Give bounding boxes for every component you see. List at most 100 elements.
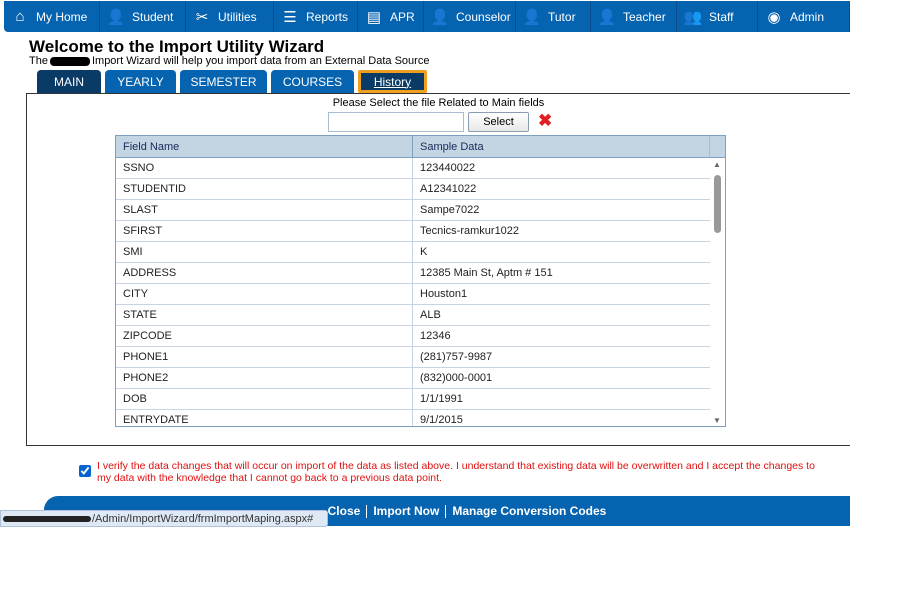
teacher-icon: 👤 bbox=[597, 8, 617, 26]
field-name-cell: SLAST bbox=[116, 200, 413, 220]
page-subtitle: The Import Wizard will help you import da… bbox=[29, 55, 429, 67]
sample-data-cell: 12385 Main St, Aptm # 151 bbox=[420, 267, 553, 279]
counselor-icon: 👤 bbox=[430, 8, 450, 26]
nav-utilities[interactable]: ✂ Utilities bbox=[186, 1, 274, 32]
verify-text: I verify the data changes that will occu… bbox=[97, 460, 815, 484]
home-icon: ⌂ bbox=[15, 8, 25, 25]
nav-label: Staff bbox=[709, 9, 734, 24]
nav-admin[interactable]: ◉ Admin bbox=[758, 1, 850, 32]
nav-label: APR bbox=[390, 9, 415, 24]
table-row[interactable]: SSNO 123440022 bbox=[116, 158, 725, 179]
sample-data-cell: Houston1 bbox=[420, 288, 468, 300]
tools-icon: ✂ bbox=[195, 8, 209, 26]
table-row[interactable]: STATE ALB bbox=[116, 305, 725, 326]
field-name-cell: SMI bbox=[116, 242, 413, 262]
field-name-cell: ENTRYDATE bbox=[116, 410, 413, 426]
subtitle-prefix: The bbox=[29, 55, 48, 67]
nav-label: Reports bbox=[306, 9, 349, 24]
sample-data-cell: Tecnics-ramkur1022 bbox=[420, 225, 520, 237]
tab-semester[interactable]: SEMESTER bbox=[180, 70, 267, 93]
table-row[interactable]: ZIPCODE 12346 bbox=[116, 326, 725, 347]
status-bar-url: /Admin/ImportWizard/frmImportMaping.aspx… bbox=[0, 510, 328, 527]
sample-data-cell: ALB bbox=[420, 309, 441, 321]
nav-label: Tutor bbox=[548, 9, 576, 24]
list-icon: ☰ bbox=[283, 8, 297, 26]
top-nav: ⌂ My Home 👤 Student ✂ Utilities ☰ Reports ▤ APR 👤 C… bbox=[4, 1, 850, 32]
scroll-thumb[interactable] bbox=[714, 175, 721, 233]
nav-label: Counselor bbox=[456, 9, 511, 24]
grid-header: Field Name Sample Data bbox=[116, 136, 725, 158]
tab-yearly[interactable]: YEARLY bbox=[105, 70, 176, 93]
field-name-cell: SSNO bbox=[116, 158, 413, 178]
sample-data-cell: A12341022 bbox=[420, 183, 477, 195]
document-icon: ▤ bbox=[366, 8, 382, 26]
admin-icon: ◉ bbox=[767, 8, 781, 26]
table-row[interactable]: PHONE2 (832)000-0001 bbox=[116, 368, 725, 389]
nav-staff[interactable]: 👥 Staff bbox=[677, 1, 758, 32]
subtitle-text: Import Wizard will help you import data … bbox=[91, 55, 430, 67]
select-button[interactable]: Select bbox=[468, 112, 529, 132]
tutor-icon: 👤 bbox=[522, 8, 542, 26]
field-name-cell: CITY bbox=[116, 284, 413, 304]
sample-data-cell: 123440022 bbox=[420, 162, 476, 174]
table-row[interactable]: ENTRYDATE 9/1/2015 bbox=[116, 410, 725, 426]
field-name-cell: ZIPCODE bbox=[116, 326, 413, 346]
field-name-cell: PHONE1 bbox=[116, 347, 413, 367]
file-input[interactable] bbox=[328, 112, 464, 132]
field-name-cell: ADDRESS bbox=[116, 263, 413, 283]
sample-data-cell: (281)757-9987 bbox=[420, 351, 493, 363]
nav-apr[interactable]: ▤ APR bbox=[358, 1, 424, 32]
tab-courses[interactable]: COURSES bbox=[271, 70, 354, 93]
scroll-down-icon[interactable]: ▼ bbox=[713, 416, 721, 425]
table-row[interactable]: DOB 1/1/1991 bbox=[116, 389, 725, 410]
table-row[interactable]: SFIRST Tecnics-ramkur1022 bbox=[116, 221, 725, 242]
sample-data-cell: K bbox=[420, 246, 428, 258]
student-icon: 👤 bbox=[106, 8, 126, 26]
nav-label: Student bbox=[132, 9, 174, 24]
sample-data-cell: Sampe7022 bbox=[420, 204, 480, 216]
close-link[interactable]: Close bbox=[322, 504, 368, 518]
nav-my-home[interactable]: ⌂ My Home bbox=[4, 1, 100, 32]
nav-label: Utilities bbox=[218, 9, 257, 24]
status-url-text: /Admin/ImportWizard/frmImportMaping.aspx… bbox=[92, 512, 314, 525]
column-header-field-name[interactable]: Field Name bbox=[116, 136, 413, 157]
tab-bar: MAIN YEARLY SEMESTER COURSES History bbox=[37, 70, 427, 93]
column-header-sample-data[interactable]: Sample Data bbox=[413, 136, 710, 157]
clear-x-icon[interactable]: ✖ bbox=[538, 111, 553, 130]
nav-counselor[interactable]: 👤 Counselor bbox=[424, 1, 516, 32]
sample-data-cell: 12346 bbox=[420, 330, 451, 342]
file-prompt: Please Select the file Related to Main f… bbox=[332, 97, 545, 109]
scroll-up-icon[interactable]: ▲ bbox=[713, 160, 721, 169]
table-row[interactable]: SLAST Sampe7022 bbox=[116, 200, 725, 221]
nav-label: My Home bbox=[36, 9, 88, 24]
staff-icon: 👥 bbox=[683, 8, 703, 26]
redacted-host bbox=[3, 515, 91, 522]
sample-data-cell: 1/1/1991 bbox=[420, 393, 463, 405]
tab-main[interactable]: MAIN bbox=[37, 70, 101, 93]
verify-checkbox[interactable] bbox=[79, 465, 91, 477]
nav-tutor[interactable]: 👤 Tutor bbox=[516, 1, 591, 32]
grid-scrollbar[interactable]: ▲ ▼ bbox=[710, 158, 725, 426]
nav-label: Teacher bbox=[623, 9, 666, 24]
tab-history[interactable]: History bbox=[358, 70, 427, 93]
table-row[interactable]: PHONE1 (281)757-9987 bbox=[116, 347, 725, 368]
nav-reports[interactable]: ☰ Reports bbox=[274, 1, 358, 32]
verify-consent: I verify the data changes that will occu… bbox=[79, 460, 819, 484]
table-row[interactable]: STUDENTID A12341022 bbox=[116, 179, 725, 200]
nav-student[interactable]: 👤 Student bbox=[100, 1, 186, 32]
table-row[interactable]: SMI K bbox=[116, 242, 725, 263]
field-grid: Field Name Sample Data SSNO 123440022 STUD… bbox=[115, 135, 726, 427]
page-title: Welcome to the Import Utility Wizard bbox=[29, 37, 325, 56]
nav-teacher[interactable]: 👤 Teacher bbox=[591, 1, 677, 32]
manage-conversion-codes-link[interactable]: Manage Conversion Codes bbox=[452, 503, 607, 518]
nav-label: Admin bbox=[790, 9, 825, 24]
table-row[interactable]: ADDRESS 12385 Main St, Aptm # 151 bbox=[116, 263, 725, 284]
redacted-name bbox=[49, 56, 90, 66]
sample-data-cell: 9/1/2015 bbox=[420, 414, 463, 426]
import-now-link[interactable]: Import Now bbox=[367, 504, 447, 518]
table-row[interactable]: CITY Houston1 bbox=[116, 284, 725, 305]
field-name-cell: PHONE2 bbox=[116, 368, 413, 388]
field-name-cell: DOB bbox=[116, 389, 413, 409]
field-name-cell: STATE bbox=[116, 305, 413, 325]
sample-data-cell: (832)000-0001 bbox=[420, 372, 493, 384]
